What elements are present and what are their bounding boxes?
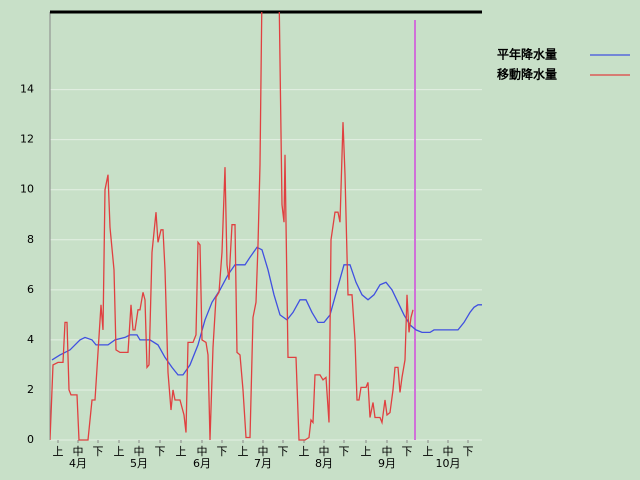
- x-tick-label: 上: [176, 445, 187, 458]
- x-tick-label: 上: [361, 445, 372, 458]
- x-tick-label: 下: [339, 445, 350, 458]
- legend-label: 移動降水量: [497, 67, 557, 82]
- y-tick-label: 10: [20, 183, 34, 196]
- month-label: 10月: [436, 457, 461, 470]
- x-tick-label: 中: [197, 445, 208, 458]
- x-tick-label: 下: [217, 445, 228, 458]
- x-tick-label: 下: [155, 445, 166, 458]
- series-line: [51, 246, 482, 376]
- month-label: 6月: [193, 457, 211, 470]
- x-tick-label: 上: [53, 445, 64, 458]
- x-tick-label: 上: [299, 445, 310, 458]
- series-line: [50, 12, 414, 441]
- month-label: 5月: [130, 457, 148, 470]
- month-label: 8月: [315, 457, 333, 470]
- x-tick-label: 上: [114, 445, 125, 458]
- x-tick-label: 中: [73, 445, 84, 458]
- x-tick-label: 上: [423, 445, 434, 458]
- month-label: 7月: [254, 457, 272, 470]
- x-tick-label: 下: [463, 445, 474, 458]
- month-label: 4月: [69, 457, 87, 470]
- x-tick-label: 下: [402, 445, 413, 458]
- x-tick-label: 下: [278, 445, 289, 458]
- x-tick-label: 中: [258, 445, 269, 458]
- y-tick-label: 0: [27, 433, 34, 446]
- legend-label: 平年降水量: [497, 47, 557, 62]
- month-label: 9月: [378, 457, 396, 470]
- y-tick-label: 12: [20, 133, 34, 146]
- y-tick-label: 8: [27, 233, 34, 246]
- y-tick-label: 2: [27, 383, 34, 396]
- y-tick-label: 4: [27, 333, 34, 346]
- x-tick-label: 中: [319, 445, 330, 458]
- y-tick-label: 6: [27, 283, 34, 296]
- y-tick-label: 14: [20, 83, 34, 96]
- x-tick-label: 中: [382, 445, 393, 458]
- x-tick-label: 上: [238, 445, 249, 458]
- x-tick-label: 中: [134, 445, 145, 458]
- x-tick-label: 下: [93, 445, 104, 458]
- x-tick-label: 中: [443, 445, 454, 458]
